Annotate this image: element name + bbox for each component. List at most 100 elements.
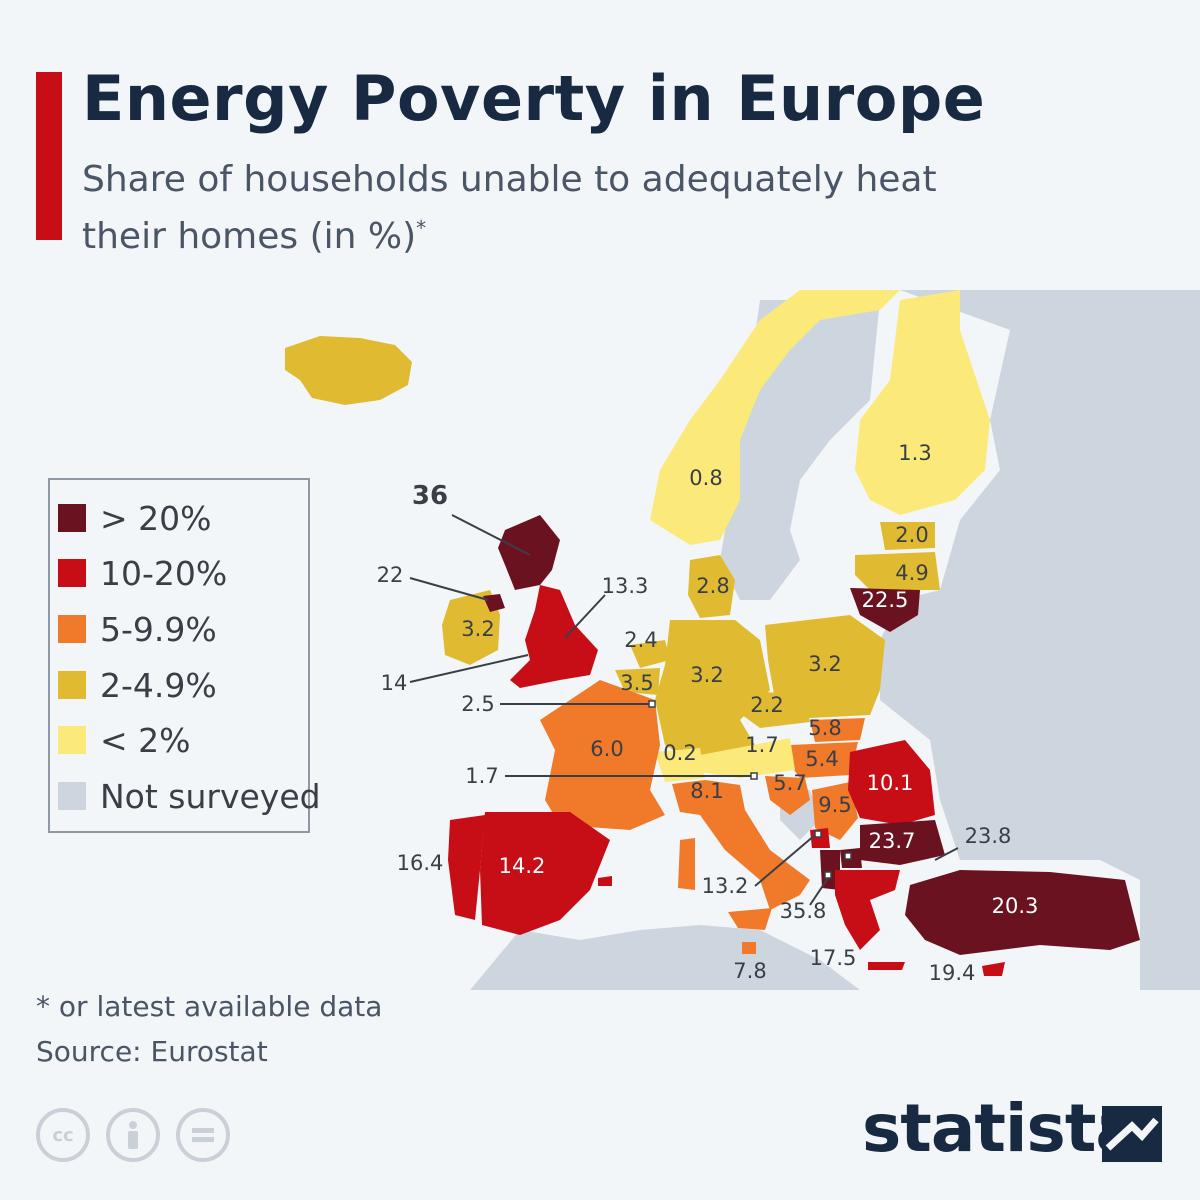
map-country-estonia — [880, 522, 935, 550]
map-country-latvia — [855, 552, 940, 590]
value-label-slovakia: 5.8 — [808, 716, 841, 740]
marker-albania — [824, 871, 832, 879]
leader-line-montenegro — [754, 834, 816, 887]
legend-swatch — [58, 504, 86, 532]
page-subtitle: Share of households unable to adequately… — [82, 156, 982, 261]
legend-item-2-5: 2-4.9% — [58, 665, 217, 705]
map-country-sicily — [728, 908, 772, 930]
leader-line-wales — [409, 654, 529, 683]
leader-line-england — [564, 594, 606, 639]
legend-swatch — [58, 726, 86, 754]
value-label-latvia: 4.9 — [895, 561, 928, 585]
legend-swatch — [58, 559, 86, 587]
map-country-poland — [765, 615, 885, 718]
equals-glyph — [192, 1128, 214, 1142]
subtitle-footnote-mark: * — [416, 216, 427, 240]
map-country-romania — [848, 740, 935, 825]
value-label-belgium: 3.5 — [620, 671, 653, 695]
legend-item-under-2: < 2% — [58, 720, 191, 760]
value-label-serbia: 9.5 — [818, 793, 851, 817]
value-label-north-macedonia: 23.8 — [965, 824, 1012, 848]
map-country-greece — [835, 870, 900, 950]
value-label-liechtenstein: 1.7 — [465, 764, 498, 788]
value-label-romania: 10.1 — [867, 771, 914, 795]
value-label-finland: 1.3 — [898, 441, 931, 465]
value-label-greece: 17.5 — [810, 946, 857, 970]
value-label-spain: 14.2 — [499, 854, 546, 878]
value-label-estonia: 2.0 — [895, 523, 928, 547]
marker-montenegro — [814, 830, 822, 838]
no-derivatives-icon[interactable] — [176, 1108, 230, 1162]
value-label-turkey: 20.3 — [992, 894, 1039, 918]
value-label-wales: 14 — [381, 671, 408, 695]
value-label-denmark: 2.8 — [696, 574, 729, 598]
map-country-bulgaria — [860, 820, 945, 865]
value-label-portugal: 16.4 — [397, 851, 444, 875]
map-country-cyprus — [982, 962, 1005, 976]
value-label-switzerland: 0.2 — [663, 741, 696, 765]
value-label-england: 13.3 — [602, 574, 649, 598]
value-label-poland: 3.2 — [808, 652, 841, 676]
map-country-spain — [480, 812, 610, 935]
legend-item-5-10: 5-9.9% — [58, 609, 217, 649]
map-country-austria — [700, 738, 795, 778]
value-label-netherlands: 2.4 — [624, 628, 657, 652]
cc-icon[interactable]: cc — [36, 1108, 90, 1162]
map-country-denmark — [688, 555, 735, 618]
value-label-montenegro: 13.2 — [702, 874, 749, 898]
value-label-malta: 7.8 — [733, 959, 766, 983]
legend-item-not-surveyed: Not surveyed — [58, 776, 321, 816]
leader-line-north-macedonia — [934, 847, 959, 861]
map-land-russia — [880, 290, 1200, 990]
legend-label: 2-4.9% — [100, 665, 217, 705]
map-country-switzerland — [655, 748, 705, 782]
leader-line-albania — [809, 874, 831, 906]
legend-item-over-20: > 20% — [58, 498, 212, 538]
map-land-north-africa — [470, 925, 860, 990]
map-country-crete — [868, 962, 905, 970]
map-country-northern-ireland — [483, 594, 505, 612]
map-country-finland — [855, 290, 990, 515]
value-label-cyprus: 19.4 — [929, 961, 976, 985]
legend-swatch — [58, 782, 86, 810]
value-label-bulgaria: 23.7 — [869, 829, 916, 853]
map-country-norway — [650, 290, 900, 545]
value-label-italy: 8.1 — [690, 779, 723, 803]
map-country-sardinia — [678, 838, 695, 890]
value-label-czechia: 2.2 — [750, 693, 783, 717]
map-country-lithuania — [850, 588, 920, 632]
value-label-norway: 0.8 — [689, 466, 722, 490]
value-label-france: 6.0 — [590, 737, 623, 761]
marker-luxembourg — [648, 700, 656, 708]
marker-liechtenstein — [750, 772, 758, 780]
map-country-belgium — [615, 668, 660, 695]
footnote: * or latest available data — [36, 990, 383, 1023]
legend-item-10-20: 10-20% — [58, 553, 227, 593]
leader-line-scotland — [451, 514, 531, 556]
title-accent-bar — [36, 72, 62, 240]
map-country-croatia — [765, 776, 810, 815]
map-country-malta — [742, 942, 756, 954]
map-country-serbia — [812, 782, 858, 840]
legend-label: < 2% — [100, 720, 191, 760]
legend-label: 10-20% — [100, 553, 228, 593]
map-country-italy — [672, 780, 810, 910]
value-label-slovenia: 5.7 — [773, 771, 806, 795]
attribution-icon[interactable] — [106, 1108, 160, 1162]
person-glyph — [128, 1121, 138, 1149]
map-country-netherlands — [630, 640, 670, 668]
map-country-portugal — [448, 815, 485, 920]
map-country-balearics — [598, 876, 612, 886]
map-country-england — [510, 585, 598, 688]
statista-logo-text[interactable]: statista — [862, 1090, 1140, 1167]
map-country-hungary — [788, 742, 858, 778]
legend-label: > 20% — [100, 498, 212, 538]
statista-logo-icon — [1102, 1106, 1162, 1162]
legend-swatch — [58, 615, 86, 643]
map-country-france — [540, 680, 665, 830]
map-country-turkey — [905, 870, 1140, 955]
legend-swatch — [58, 671, 86, 699]
marker-north-macedonia — [844, 852, 852, 860]
license-icons: cc — [36, 1108, 230, 1162]
